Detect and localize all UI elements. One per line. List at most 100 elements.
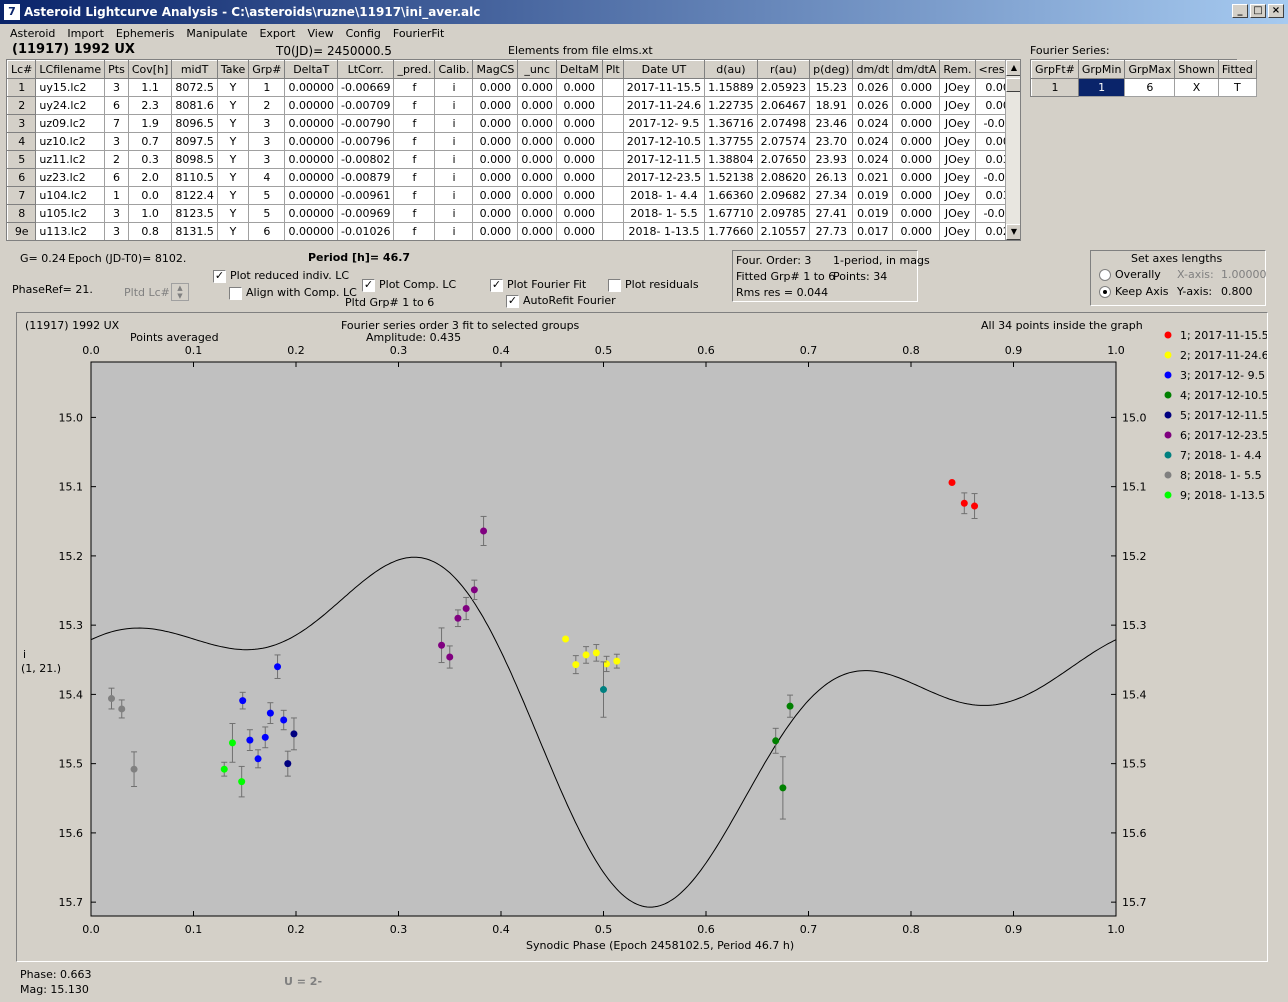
- column-header[interactable]: Calib.: [434, 60, 474, 79]
- table-cell[interactable]: 0.021: [852, 168, 894, 187]
- data-point[interactable]: [562, 635, 570, 643]
- table-cell[interactable]: 1.15889: [704, 78, 758, 97]
- table-cell[interactable]: 2.09785: [756, 204, 811, 223]
- table-cell[interactable]: 3: [248, 114, 286, 133]
- table-cell[interactable]: 2.05923: [756, 78, 811, 97]
- data-point[interactable]: [446, 653, 454, 661]
- table-cell[interactable]: 0.00000: [284, 150, 338, 169]
- table-cell[interactable]: 2.07498: [756, 114, 811, 133]
- table-cell[interactable]: 8098.5: [171, 150, 218, 169]
- table-cell[interactable]: f: [393, 132, 436, 151]
- table-cell[interactable]: 0.000: [892, 186, 941, 205]
- table-cell[interactable]: [601, 150, 624, 169]
- minimize-button[interactable]: _: [1232, 4, 1248, 18]
- table-cell[interactable]: Y: [216, 168, 250, 187]
- table-cell[interactable]: 2.10557: [756, 222, 811, 240]
- overally-radio[interactable]: Overally: [1099, 268, 1161, 281]
- table-cell[interactable]: 8110.5: [171, 168, 218, 187]
- table-cell[interactable]: 2.3: [127, 96, 173, 115]
- table-cell[interactable]: uz09.lc2: [35, 114, 106, 133]
- data-point[interactable]: [220, 765, 228, 773]
- table-cell[interactable]: 0.000: [892, 204, 941, 223]
- table-row[interactable]: 7 u104.lc2 1 0.0 8122.4 Y 5 0.00000 -0.00961 f i 0.…: [7, 186, 1020, 205]
- align-comp-checkbox[interactable]: Align with Comp. LC: [229, 286, 357, 300]
- table-cell[interactable]: 2.07650: [756, 150, 811, 169]
- row-header[interactable]: 3: [7, 114, 37, 133]
- table-cell[interactable]: 0.000: [472, 204, 519, 223]
- data-point[interactable]: [948, 478, 956, 486]
- table-cell[interactable]: -0.00961: [336, 186, 395, 205]
- table-cell[interactable]: 0.000: [517, 168, 557, 187]
- data-point[interactable]: [266, 709, 274, 717]
- table-cell[interactable]: 7: [104, 114, 129, 133]
- table-cell[interactable]: 1.67710: [704, 204, 758, 223]
- table-cell[interactable]: 0.017: [852, 222, 894, 240]
- column-header[interactable]: p(deg): [809, 60, 854, 79]
- table-row[interactable]: 6 uz23.lc2 6 2.0 8110.5 Y 4 0.00000 -0.00879 f i 0.…: [7, 168, 1020, 187]
- table-cell[interactable]: 2017-12-11.5: [622, 150, 706, 169]
- fourier-cell[interactable]: 1: [1031, 78, 1079, 97]
- table-cell[interactable]: 0.8: [127, 222, 173, 240]
- scroll-down-icon[interactable]: ▼: [1006, 224, 1020, 240]
- table-cell[interactable]: 0.00000: [284, 222, 338, 240]
- column-header[interactable]: _pred.: [393, 60, 436, 79]
- table-cell[interactable]: Y: [216, 204, 250, 223]
- table-cell[interactable]: 2: [104, 150, 129, 169]
- scroll-thumb[interactable]: [1006, 78, 1020, 92]
- data-point[interactable]: [438, 641, 446, 649]
- table-cell[interactable]: 0.000: [472, 186, 519, 205]
- table-cell[interactable]: 23.70: [809, 132, 854, 151]
- table-cell[interactable]: 1.1: [127, 78, 173, 97]
- table-cell[interactable]: f: [393, 96, 436, 115]
- table-cell[interactable]: 0.000: [517, 186, 557, 205]
- table-cell[interactable]: 0.000: [472, 78, 519, 97]
- table-cell[interactable]: 0.000: [555, 132, 603, 151]
- table-cell[interactable]: 0.000: [517, 150, 557, 169]
- table-cell[interactable]: Y: [216, 222, 250, 240]
- table-cell[interactable]: 0.0: [127, 186, 173, 205]
- table-cell[interactable]: 0.00000: [284, 132, 338, 151]
- table-cell[interactable]: 3: [104, 132, 129, 151]
- table-cell[interactable]: 18.91: [809, 96, 854, 115]
- data-point[interactable]: [600, 686, 607, 694]
- data-point[interactable]: [130, 765, 138, 773]
- table-cell[interactable]: 0.000: [555, 96, 603, 115]
- data-point[interactable]: [592, 649, 600, 657]
- table-cell[interactable]: 0.000: [892, 96, 941, 115]
- data-point[interactable]: [108, 695, 115, 703]
- table-cell[interactable]: 5: [248, 186, 286, 205]
- lightcurve-plot[interactable]: 0.0 0.0 0.1 0.1 0.2 0.2 0.3 0.3 0.4 0.4 0.5 0.5 0.6 0…: [17, 313, 1268, 961]
- table-cell[interactable]: 0.000: [892, 150, 941, 169]
- data-point[interactable]: [228, 739, 236, 747]
- table-cell[interactable]: 6: [104, 168, 129, 187]
- table-cell[interactable]: -0.00709: [336, 96, 395, 115]
- table-cell[interactable]: 6: [104, 96, 129, 115]
- column-header[interactable]: LtCorr.: [336, 60, 395, 79]
- table-cell[interactable]: u105.lc2: [35, 204, 106, 223]
- table-row[interactable]: 1 uy15.lc2 3 1.1 8072.5 Y 1 0.00000 -0.00669 f i 0.…: [7, 78, 1020, 97]
- table-cell[interactable]: 1.38804: [704, 150, 758, 169]
- table-cell[interactable]: f: [393, 78, 436, 97]
- table-cell[interactable]: i: [434, 186, 474, 205]
- table-cell[interactable]: 0.000: [555, 186, 603, 205]
- y-axis-value[interactable]: 0.800: [1221, 285, 1253, 298]
- table-scrollbar[interactable]: ▲ ▼: [1005, 60, 1020, 240]
- table-cell[interactable]: 1.0: [127, 204, 173, 223]
- keep-axis-radio[interactable]: Keep Axis: [1099, 285, 1169, 298]
- table-cell[interactable]: f: [393, 114, 436, 133]
- table-cell[interactable]: uy24.lc2: [35, 96, 106, 115]
- table-cell[interactable]: 0.000: [555, 204, 603, 223]
- data-point[interactable]: [960, 499, 968, 507]
- table-cell[interactable]: 8131.5: [171, 222, 218, 240]
- table-cell[interactable]: 0.000: [472, 114, 519, 133]
- column-header[interactable]: Pts: [104, 60, 129, 79]
- table-cell[interactable]: 2018- 1-13.5: [622, 222, 706, 240]
- table-cell[interactable]: -0.00802: [336, 150, 395, 169]
- table-cell[interactable]: Y: [216, 150, 250, 169]
- table-cell[interactable]: 3: [248, 150, 286, 169]
- column-header[interactable]: dm/dtA: [892, 60, 941, 79]
- table-row[interactable]: 9e u113.lc2 3 0.8 8131.5 Y 6 0.00000 -0.01026 f i 0…: [7, 222, 1020, 240]
- table-cell[interactable]: 8081.6: [171, 96, 218, 115]
- table-cell[interactable]: 0.000: [892, 114, 941, 133]
- close-button[interactable]: ×: [1268, 4, 1284, 18]
